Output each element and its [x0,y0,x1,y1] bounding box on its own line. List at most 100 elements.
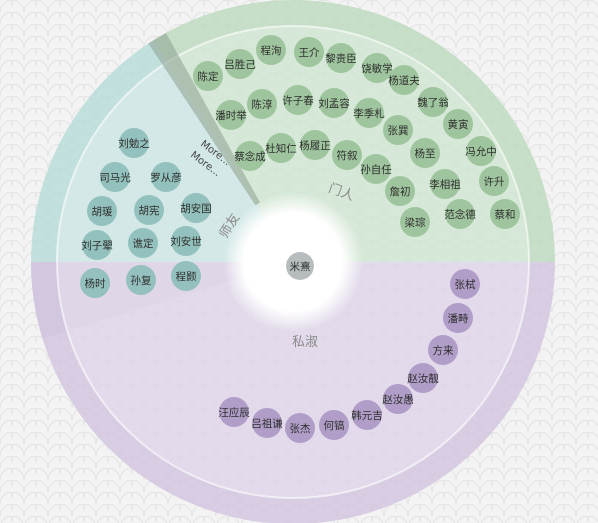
node-label: 刘安世 [170,235,202,248]
node-label: 胡安国 [180,202,212,215]
node-teacher[interactable]: 谯定 [128,228,158,258]
node-circle [283,85,313,115]
node-label: 刘孟容 [318,97,350,110]
node-circle [332,140,362,170]
node-disciple[interactable]: 杨履正 [299,130,331,160]
node-teacher[interactable]: 胡宪 [134,195,164,225]
node-private[interactable]: 赵汝愚 [382,384,414,414]
node-disciple[interactable]: 李相祖 [429,169,461,199]
node-teacher[interactable]: 刘子翚 [81,230,113,260]
node-label: 范念德 [444,208,476,221]
node-label: 蔡和 [495,208,516,221]
node-label: 李相祖 [429,178,461,191]
more-band-shape [148,32,261,206]
node-private[interactable]: 韩元吉 [351,400,383,430]
node-disciple[interactable]: 陈定 [193,61,223,91]
node-label: 孙自任 [360,163,392,176]
node-circle [128,228,158,258]
node-private[interactable]: 张杰 [285,413,315,443]
group-label-private: 私淑 [292,335,318,350]
node-label: 杨履正 [299,139,331,152]
node-label: 罗从彦 [150,171,182,184]
node-circle [466,136,496,166]
node-label: 王介 [299,47,320,59]
node-private[interactable]: 何镐 [319,410,349,440]
node-disciple[interactable]: 饶敏学 [361,53,393,83]
node-teacher[interactable]: 程颢 [171,261,201,291]
node-disciple[interactable]: 吕胜己 [224,49,256,79]
node-label: 许升 [484,175,505,188]
node-label: 张栻 [455,278,476,291]
node-circle [362,53,392,83]
node-circle [256,35,286,65]
node-label: 程颢 [176,271,197,283]
node-circle [126,265,156,295]
node-disciple[interactable]: 蔡和 [490,199,520,229]
node-disciple[interactable]: 杨至 [410,138,440,168]
node-disciple[interactable]: 潘时举 [215,100,247,130]
node-label: 吕祖谦 [251,417,283,430]
center-node[interactable]: 米熹 [286,252,314,280]
node-label: 陈定 [198,70,219,83]
node-circle [119,128,149,158]
node-label: 饶敏学 [361,62,393,75]
node-disciple[interactable]: 李季札 [353,98,385,128]
node-circle [300,130,330,160]
node-teacher[interactable]: 刘勉之 [118,128,150,158]
node-disciple[interactable]: 梁琮 [400,207,430,237]
node-teacher[interactable]: 刘安世 [170,226,202,256]
node-disciple[interactable]: 许升 [479,166,509,196]
node-label: 杨至 [415,147,436,160]
node-label: 汪应辰 [218,406,250,419]
node-circle [385,176,415,206]
node-circle [219,397,249,427]
node-disciple[interactable]: 符叙 [332,140,362,170]
node-label: 黎贵臣 [325,52,357,65]
node-disciple[interactable]: 许子春 [282,85,314,115]
node-disciple[interactable]: 陈淳 [247,89,277,119]
node-label: 张杰 [290,423,311,435]
node-circle [450,269,480,299]
node-circle [80,268,110,298]
node-private[interactable]: 吕祖谦 [251,408,283,438]
node-disciple[interactable]: 詹初 [385,176,415,206]
node-disciple[interactable]: 刘孟容 [318,88,350,118]
node-label: 刘子翚 [81,240,113,252]
node-disciple[interactable]: 杜知仁 [265,133,297,163]
node-disciple[interactable]: 杨道夫 [388,65,420,95]
node-circle [100,162,130,192]
node-teacher[interactable]: 司马光 [99,162,131,192]
node-circle [445,199,475,229]
node-disciple[interactable]: 冯允中 [465,136,497,166]
node-label: 方来 [433,344,454,357]
node-disciple[interactable]: 范念德 [444,199,476,229]
node-label: 李季札 [353,107,385,120]
node-disciple[interactable]: 孙自任 [360,154,392,184]
node-teacher[interactable]: 杨时 [80,268,110,298]
node-circle [430,169,460,199]
node-circle [319,410,349,440]
node-circle [181,193,211,223]
node-private[interactable]: 张栻 [450,269,480,299]
node-private[interactable]: 潘畤 [443,303,473,333]
node-teacher[interactable]: 孙复 [126,265,156,295]
node-label: 刘勉之 [118,137,150,150]
node-disciple[interactable]: 黄寅 [443,109,473,139]
node-teacher[interactable]: 胡瑗 [87,196,117,226]
node-circle [235,141,265,171]
node-private[interactable]: 汪应辰 [218,397,250,427]
node-private[interactable]: 赵汝靓 [407,363,439,393]
node-disciple[interactable]: 黎贵臣 [325,43,357,73]
node-disciple[interactable]: 魏了翁 [417,87,449,117]
node-teacher[interactable]: 罗从彦 [150,162,182,192]
node-disciple[interactable]: 张巽 [383,115,413,145]
node-label: 梁琮 [405,216,426,229]
node-label: 杜知仁 [265,142,297,155]
node-disciple[interactable]: 蔡念成 [234,141,266,171]
node-circle [285,413,315,443]
node-teacher[interactable]: 胡安国 [180,193,212,223]
node-disciple[interactable]: 王介 [294,37,324,67]
node-private[interactable]: 方来 [428,335,458,365]
node-circle [82,230,112,260]
node-disciple[interactable]: 程洵 [256,35,286,65]
